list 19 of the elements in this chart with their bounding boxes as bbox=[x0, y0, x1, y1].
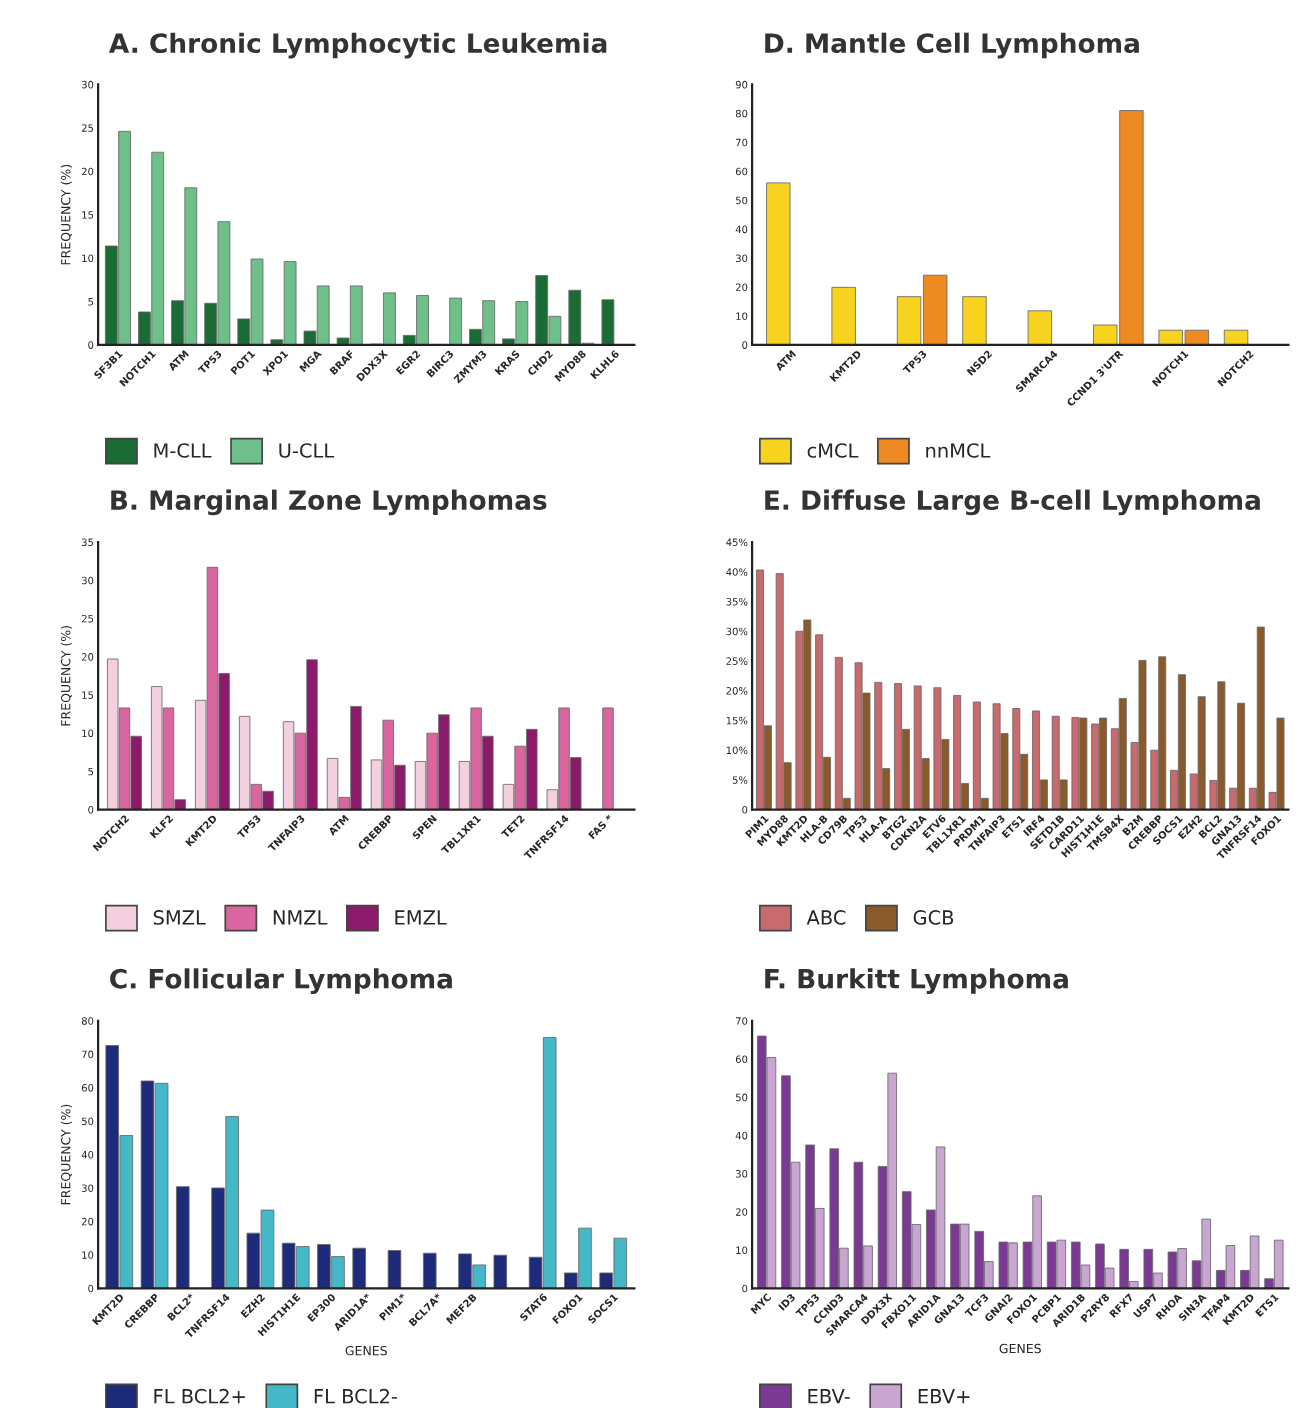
chart-title: E. Diffuse Large B-cell Lymphoma bbox=[765, 489, 1260, 516]
legend-label: NMZL bbox=[273, 910, 328, 925]
chart-title: B. Marginal Zone Lymphomas bbox=[111, 489, 547, 516]
legend-label: EBV- bbox=[808, 1389, 850, 1404]
legend-label: EMZL bbox=[395, 910, 447, 925]
chart-title: A. Chronic Lymphocytic Leukemia bbox=[108, 32, 607, 59]
chart-title: F. Burkitt Lymphoma bbox=[765, 968, 1068, 995]
legend-label: M-CLL bbox=[154, 443, 212, 458]
chart-title: C. Follicular Lymphoma bbox=[110, 968, 452, 995]
legend-label: FL BCL2- bbox=[314, 1388, 397, 1404]
legend-label: nnMCL bbox=[926, 443, 991, 458]
legend-label: ABC bbox=[806, 910, 846, 925]
legend-label: EBV+ bbox=[918, 1389, 970, 1404]
legend-label: U-CLL bbox=[279, 443, 335, 458]
legend-label: SMZL bbox=[153, 910, 206, 925]
legend-label: GCB bbox=[913, 910, 954, 925]
chart-title: D. Mantle Cell Lymphoma bbox=[765, 32, 1139, 59]
legend-label: FL BCL2+ bbox=[154, 1388, 245, 1404]
legend-label: cMCL bbox=[807, 443, 859, 458]
